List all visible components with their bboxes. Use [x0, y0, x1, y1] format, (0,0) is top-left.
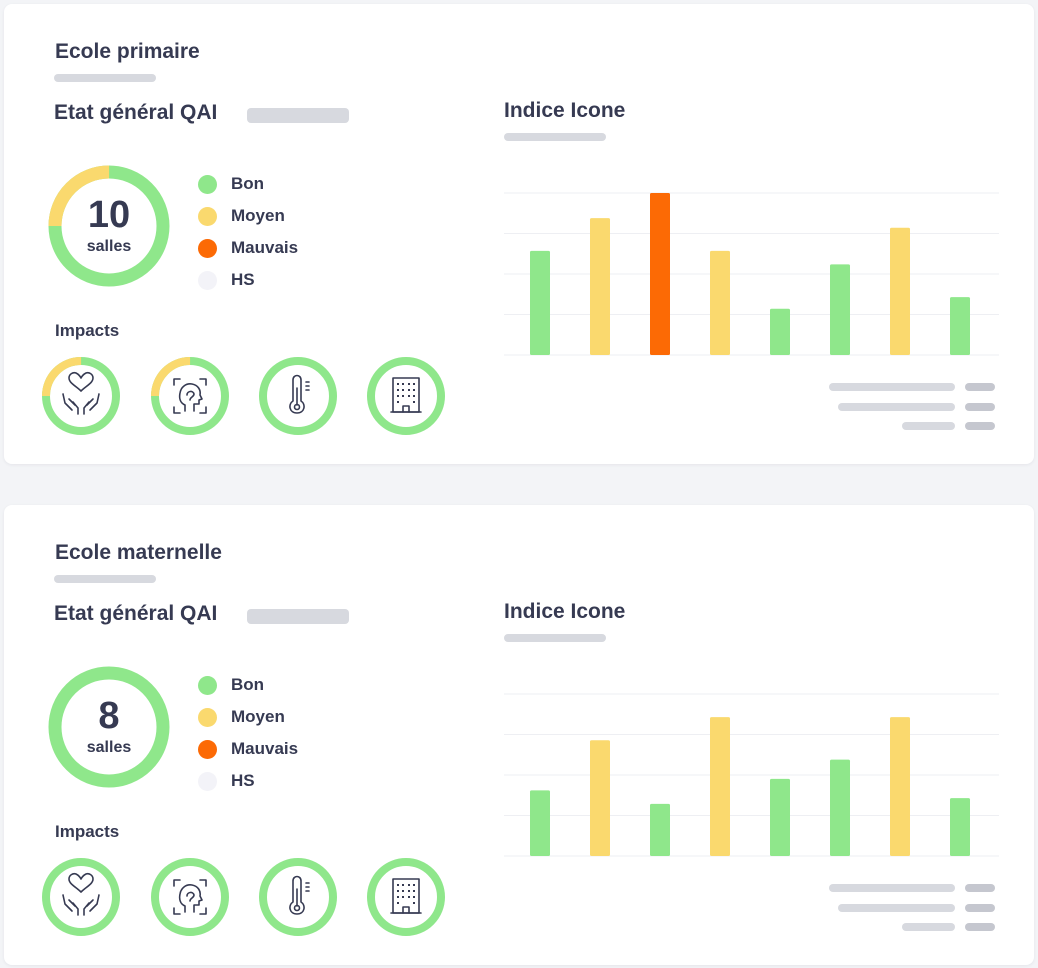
indice-subtitle-placeholder — [504, 133, 606, 141]
chart-bar[interactable] — [830, 264, 850, 355]
chart-legend-placeholder — [965, 403, 995, 411]
chart-legend-placeholder — [965, 422, 995, 430]
chart-bar[interactable] — [950, 297, 970, 355]
qai-title: Etat général QAI — [54, 602, 218, 625]
chart-bar[interactable] — [890, 717, 910, 856]
legend-item-moyen[interactable]: Moyen — [198, 200, 298, 232]
indice-bar-chart — [504, 693, 999, 857]
school-subtitle-placeholder — [54, 74, 156, 82]
impact-building[interactable] — [365, 856, 447, 938]
legend-dot-bon — [198, 675, 217, 695]
impact-building[interactable] — [365, 355, 447, 437]
legend-item-mauvais[interactable]: Mauvais — [198, 232, 298, 264]
impact-temperature[interactable] — [257, 355, 339, 437]
chart-legend-placeholder — [965, 884, 995, 892]
impact-cognitive[interactable] — [149, 355, 231, 437]
donut-unit-label: salles — [86, 739, 132, 756]
donut-track — [48, 666, 170, 788]
legend-label: Moyen — [231, 707, 285, 726]
qai-donut-chart[interactable]: 8 salles — [48, 666, 170, 788]
school-title: Ecole maternelle — [55, 541, 222, 564]
legend-label: Mauvais — [231, 739, 299, 758]
chart-bar[interactable] — [770, 778, 790, 856]
chart-bar[interactable] — [890, 227, 910, 355]
chart-legend-placeholder — [965, 923, 995, 931]
heart-hands-icon — [62, 371, 100, 415]
heart-hands-icon — [62, 872, 100, 916]
legend-item-bon[interactable]: Bon — [198, 168, 298, 200]
donut-total-value: 10 — [87, 194, 131, 236]
thermometer-icon — [289, 875, 310, 915]
legend-item-hs[interactable]: HS — [198, 765, 298, 797]
legend-label: Bon — [231, 174, 265, 193]
legend-dot-moyen — [198, 206, 217, 226]
legend-item-bon[interactable]: Bon — [198, 669, 298, 701]
building-icon — [390, 878, 422, 914]
chart-bar[interactable] — [950, 798, 970, 856]
legend-dot-bon — [198, 174, 217, 194]
legend-dot-hs — [198, 270, 217, 290]
donut-unit-label: salles — [86, 238, 132, 255]
school-subtitle-placeholder — [54, 575, 156, 583]
chart-bar[interactable] — [530, 250, 550, 355]
qai-legend: Bon Moyen Mauvais HS — [198, 168, 298, 296]
head-scan-icon — [173, 879, 207, 915]
legend-dot-mauvais — [198, 739, 217, 759]
chart-bar[interactable] — [710, 717, 730, 856]
qai-status-placeholder — [247, 108, 349, 123]
legend-label: Bon — [231, 675, 265, 694]
chart-legend-placeholder — [965, 904, 995, 912]
school-card-maternelle: Ecole maternelle Etat général QAI 8 sall… — [4, 505, 1034, 965]
building-icon — [390, 377, 422, 413]
chart-bar[interactable] — [710, 250, 730, 355]
impacts-label: Impacts — [55, 321, 120, 340]
school-title: Ecole primaire — [55, 40, 200, 63]
qai-title: Etat général QAI — [54, 101, 218, 124]
legend-item-moyen[interactable]: Moyen — [198, 701, 298, 733]
school-card-primaire: Ecole primaire Etat général QAI 10 salle… — [4, 4, 1034, 464]
legend-label: Moyen — [231, 206, 285, 225]
impact-health[interactable] — [40, 355, 122, 437]
chart-bar[interactable] — [650, 803, 670, 856]
chart-bar[interactable] — [590, 218, 610, 355]
qai-donut-chart[interactable]: 10 salles — [48, 165, 170, 287]
legend-dot-moyen — [198, 707, 217, 727]
head-scan-icon — [173, 378, 207, 414]
qai-legend: Bon Moyen Mauvais HS — [198, 669, 298, 797]
chart-legend-placeholder — [902, 422, 955, 430]
qai-status-placeholder — [247, 609, 349, 624]
donut-moyen-segment — [48, 165, 170, 287]
chart-legend-placeholder — [838, 904, 955, 912]
legend-dot-mauvais — [198, 238, 217, 258]
chart-legend-placeholder — [965, 383, 995, 391]
indice-subtitle-placeholder — [504, 634, 606, 642]
chart-legend-placeholder — [829, 383, 955, 391]
legend-label: HS — [231, 771, 255, 790]
chart-bar[interactable] — [770, 308, 790, 355]
chart-bar[interactable] — [650, 193, 670, 355]
chart-bar[interactable] — [590, 740, 610, 856]
chart-bar[interactable] — [530, 790, 550, 856]
impact-cognitive[interactable] — [149, 856, 231, 938]
indice-title: Indice Icone — [504, 600, 626, 623]
impact-temperature[interactable] — [257, 856, 339, 938]
impact-health[interactable] — [40, 856, 122, 938]
legend-label: HS — [231, 270, 255, 289]
legend-item-hs[interactable]: HS — [198, 264, 298, 296]
indice-bar-chart — [504, 192, 999, 356]
chart-legend-placeholder — [829, 884, 955, 892]
donut-total-value: 8 — [98, 695, 120, 737]
thermometer-icon — [289, 374, 310, 414]
chart-bar[interactable] — [830, 759, 850, 856]
chart-legend-placeholder — [838, 403, 955, 411]
legend-dot-hs — [198, 771, 217, 791]
indice-title: Indice Icone — [504, 99, 626, 122]
impacts-label: Impacts — [55, 822, 120, 841]
chart-legend-placeholder — [902, 923, 955, 931]
legend-label: Mauvais — [231, 238, 299, 257]
legend-item-mauvais[interactable]: Mauvais — [198, 733, 298, 765]
